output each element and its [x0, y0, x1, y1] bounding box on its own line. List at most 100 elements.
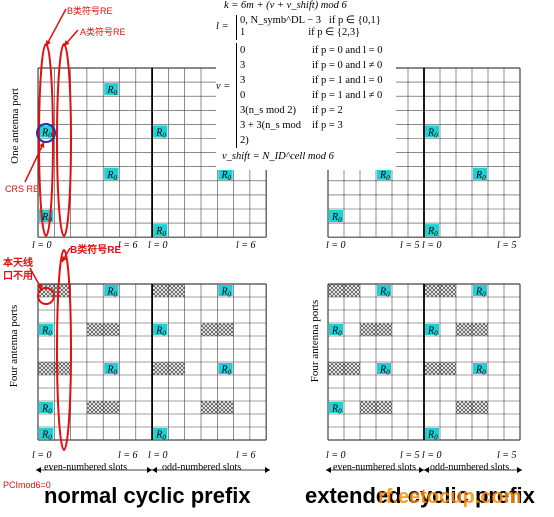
crs-r0-label: R0: [106, 170, 117, 182]
crs-r0-cell: [39, 428, 54, 439]
v-case-cond-2: if p = 1 and l = 0: [312, 74, 383, 86]
hatched-re: [376, 323, 392, 336]
l0-label-n1: l = 0: [32, 240, 52, 251]
annotation-crs-re: CRS RE: [5, 184, 40, 194]
crs-r0-cell: [377, 167, 391, 180]
hatched-re: [360, 401, 376, 414]
arrow-b-re-bottom-head: [62, 256, 68, 262]
crs-r0-label: R0: [155, 326, 166, 338]
hatched-re: [424, 362, 440, 375]
formula-l-case-0: 0, N_symb^DL − 3 if p ∈ {0,1}: [240, 14, 381, 26]
crs-r0-label: R0: [475, 287, 486, 299]
crs-r0-label: R0: [475, 365, 486, 377]
crs-r0-cell: [39, 324, 54, 335]
crs-r0-cell: [329, 402, 343, 413]
grid-extended-four-port: R0 R0 R0 R0 R0 R0 R0 R0: [327, 283, 521, 442]
crs-r0-cell: [104, 167, 119, 180]
crs-r0-cell: [425, 224, 439, 237]
formula-v: v = 0 if p = 0 and l = 0 3 if p = 0 and l …: [216, 42, 383, 148]
hatched-re: [152, 284, 169, 297]
hatched-re: [168, 284, 185, 297]
v-case-cond-3: if p = 1 and l ≠ 0: [312, 89, 383, 101]
extended-cp-title: extended cyclic prefix: [305, 483, 535, 508]
crs-r0-label: R0: [427, 226, 438, 238]
crs-r0-cell: [218, 285, 233, 296]
crs-r0-cell: [153, 428, 168, 439]
crs-r0-label: R0: [41, 404, 52, 416]
annotation-ellipse-col1: [56, 43, 72, 237]
crs-r0-label: R0: [331, 326, 342, 338]
crs-r0-cell: [104, 285, 119, 296]
crs-r0-cell: [218, 167, 233, 180]
l0-label-e1-b: l = 0: [326, 450, 346, 461]
annotation-b-re-bottom: B类符号RE: [70, 245, 122, 256]
hatched-re: [38, 284, 55, 297]
formula-l: l = 0, N_symb^DL − 3 if p ∈ {0,1} 1 if p…: [216, 14, 381, 40]
crs-r0-cell: [39, 402, 54, 413]
label-four-antenna-ports: Four antenna ports: [8, 304, 20, 388]
v-case-val-2: 3: [240, 74, 246, 86]
even-slot-arrow-normal-head-right: [147, 467, 152, 473]
crs-r0-label: R0: [41, 326, 52, 338]
l0-label-n2: l = 0: [148, 240, 168, 251]
v-case-val-4: 3(n_s mod 2): [240, 104, 296, 116]
hatched-re: [38, 362, 55, 375]
crs-r0-cell: [377, 285, 391, 296]
crs-r0-label: R0: [41, 127, 52, 139]
hatched-re: [217, 401, 234, 414]
hatched-re: [201, 323, 218, 336]
crs-r0-cell: [473, 285, 487, 296]
hatched-re: [201, 401, 218, 414]
crs-r0-cell: [104, 363, 119, 374]
even-slot-arrow-ext-head-left: [326, 467, 331, 473]
v-case-val-5: 3 + 3(n_s mod 2): [240, 119, 302, 146]
v-case-val-1: 3: [240, 59, 246, 71]
odd-slot-arrow-normal-head-right: [265, 467, 270, 473]
crs-r0-label: R0: [155, 430, 166, 442]
label-one-antenna-port: One antenna port: [9, 88, 21, 164]
hatched-re: [152, 362, 169, 375]
crs-r0-label: R0: [427, 326, 438, 338]
formula-box: k = 6m + (v + v_shift) mod 6 l = 0, N_sy…: [216, 0, 396, 170]
arrow-b-re-top-head: [46, 40, 51, 46]
v-case-val-3: 0: [240, 89, 246, 101]
hatched-re: [54, 362, 71, 375]
formula-k: k = 6m + (v + v_shift) mod 6: [224, 0, 347, 11]
hatched-re: [344, 284, 360, 297]
arrow-a-re-top-head: [64, 40, 70, 46]
hatched-re: [328, 362, 344, 375]
crs-r0-label: R0: [475, 170, 486, 182]
crs-r0-cell: [153, 224, 168, 237]
v-case-val-0: 0: [240, 44, 246, 56]
hatched-re: [360, 323, 376, 336]
crs-r0-label: R0: [331, 404, 342, 416]
crs-r0-cell: [153, 125, 168, 138]
crs-r0-cell: [425, 125, 439, 138]
even-slots-label-normal: even-numbered slots: [44, 462, 128, 473]
l0-label-e2-b: l = 0: [422, 450, 442, 461]
l5-label-e2: l = 5: [497, 240, 517, 251]
crs-r0-label: R0: [155, 226, 166, 238]
hatched-re: [217, 323, 234, 336]
crs-r0-label: R0: [106, 287, 117, 299]
v-case-cond-1: if p = 0 and l ≠ 0: [312, 59, 383, 71]
odd-slot-arrow-normal-head-left: [152, 467, 157, 473]
crs-r0-label: R0: [220, 365, 231, 377]
hatched-re: [456, 401, 472, 414]
odd-slot-arrow-ext-head-left: [424, 467, 429, 473]
even-slot-arrow-normal-head-left: [36, 467, 41, 473]
l0-label-n2-b: l = 0: [148, 450, 168, 461]
crs-r0-label: R0: [41, 430, 52, 442]
hatched-re: [456, 323, 472, 336]
l0-label-n1-b: l = 0: [32, 450, 52, 461]
odd-slot-arrow-ext-head-right: [517, 467, 522, 473]
even-slot-arrow-ext-head-right: [419, 467, 424, 473]
crs-r0-cell: [473, 363, 487, 374]
arrow-crs-re: [24, 141, 45, 183]
annotation-a-re-top: A类符号RE: [80, 27, 126, 37]
label-four-antenna-ports-ext: Four antenna ports: [309, 299, 321, 383]
l6-label-n2-b: l = 6: [236, 450, 256, 461]
l0-label-e2: l = 0: [422, 240, 442, 251]
odd-slots-label-ext: odd-numbered slots: [430, 462, 510, 473]
